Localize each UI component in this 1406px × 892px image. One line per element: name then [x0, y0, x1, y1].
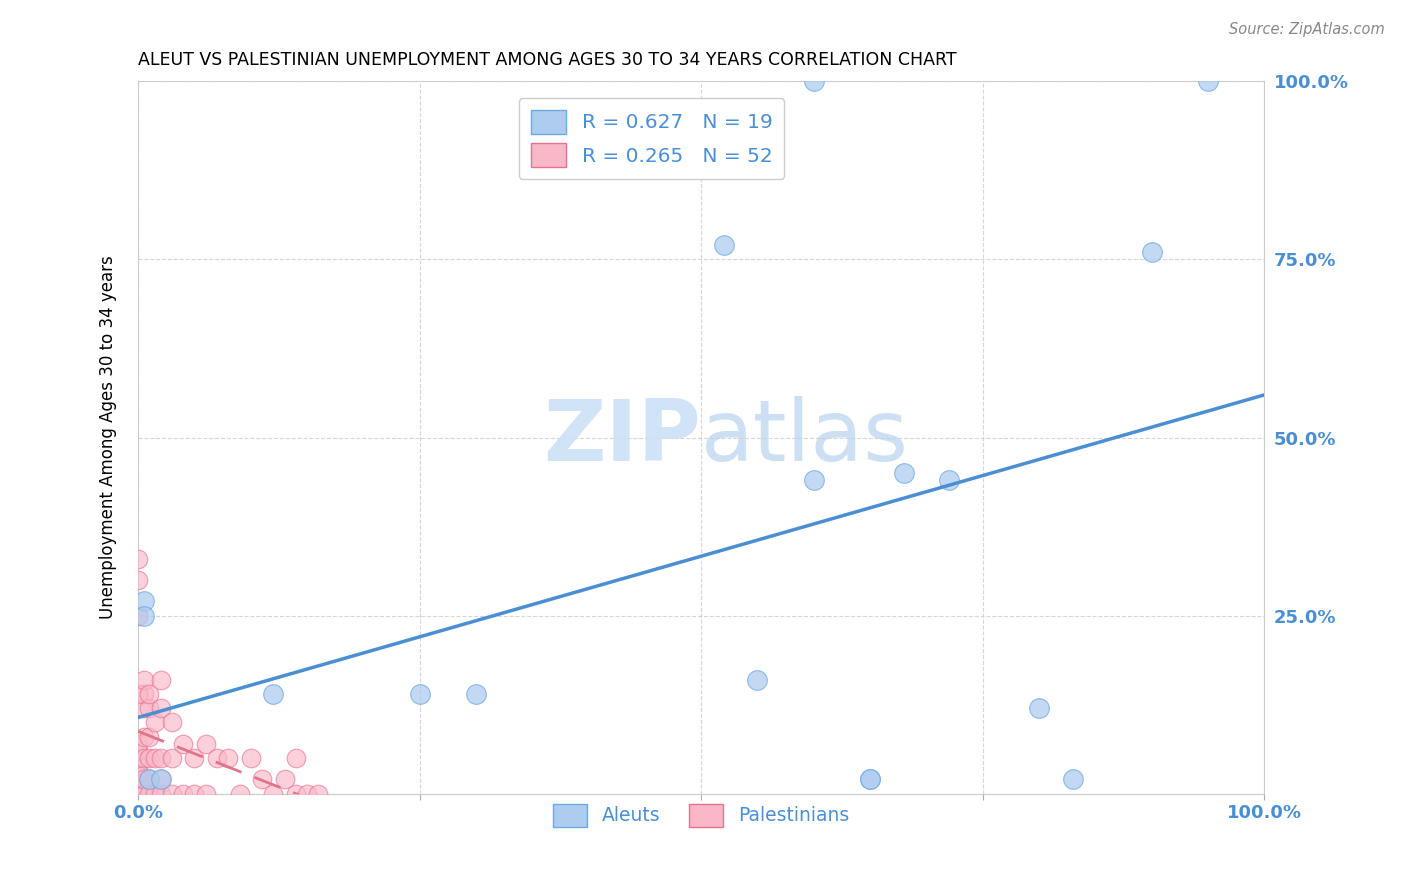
Point — [138, 772, 160, 787]
Point — [138, 687, 160, 701]
Point — [295, 787, 318, 801]
Point — [284, 787, 307, 801]
Point — [138, 772, 160, 787]
Text: Source: ZipAtlas.com: Source: ZipAtlas.com — [1229, 22, 1385, 37]
Point — [149, 673, 172, 687]
Point — [132, 673, 155, 687]
Point — [132, 751, 155, 765]
Point — [1028, 701, 1050, 715]
Point — [149, 772, 172, 787]
Point — [217, 751, 239, 765]
Legend: Aleuts, Palestinians: Aleuts, Palestinians — [546, 797, 856, 834]
Point — [132, 701, 155, 715]
Point — [132, 787, 155, 801]
Point — [262, 687, 284, 701]
Point — [127, 744, 149, 758]
Point — [138, 701, 160, 715]
Point — [138, 730, 160, 744]
Point — [859, 772, 882, 787]
Point — [160, 715, 183, 730]
Text: atlas: atlas — [702, 396, 910, 479]
Point — [127, 751, 149, 765]
Point — [127, 573, 149, 587]
Point — [803, 473, 825, 487]
Point — [250, 772, 273, 787]
Point — [127, 737, 149, 751]
Text: ZIP: ZIP — [543, 396, 702, 479]
Point — [747, 673, 769, 687]
Point — [127, 608, 149, 623]
Point — [127, 787, 149, 801]
Point — [132, 730, 155, 744]
Point — [143, 787, 166, 801]
Point — [172, 737, 194, 751]
Point — [149, 751, 172, 765]
Point — [127, 758, 149, 772]
Point — [284, 751, 307, 765]
Point — [183, 751, 205, 765]
Point — [893, 466, 915, 480]
Point — [149, 787, 172, 801]
Point — [938, 473, 960, 487]
Point — [160, 787, 183, 801]
Point — [194, 737, 217, 751]
Point — [132, 772, 155, 787]
Point — [1140, 245, 1163, 260]
Point — [138, 751, 160, 765]
Point — [465, 687, 488, 701]
Point — [859, 772, 882, 787]
Text: ALEUT VS PALESTINIAN UNEMPLOYMENT AMONG AGES 30 TO 34 YEARS CORRELATION CHART: ALEUT VS PALESTINIAN UNEMPLOYMENT AMONG … — [138, 51, 957, 69]
Point — [172, 787, 194, 801]
Point — [1197, 74, 1219, 88]
Point — [273, 772, 295, 787]
Point — [127, 687, 149, 701]
Point — [408, 687, 430, 701]
Point — [160, 751, 183, 765]
Point — [183, 787, 205, 801]
Point — [713, 238, 735, 252]
Point — [205, 751, 228, 765]
Point — [143, 715, 166, 730]
Point — [194, 787, 217, 801]
Point — [127, 551, 149, 566]
Point — [127, 772, 149, 787]
Point — [1062, 772, 1084, 787]
Point — [803, 74, 825, 88]
Point — [228, 787, 250, 801]
Point — [138, 787, 160, 801]
Point — [149, 772, 172, 787]
Point — [132, 687, 155, 701]
Point — [149, 701, 172, 715]
Y-axis label: Unemployment Among Ages 30 to 34 years: Unemployment Among Ages 30 to 34 years — [100, 256, 117, 619]
Point — [132, 594, 155, 608]
Point — [132, 608, 155, 623]
Point — [262, 787, 284, 801]
Point — [239, 751, 262, 765]
Point — [127, 765, 149, 780]
Point — [307, 787, 329, 801]
Point — [143, 751, 166, 765]
